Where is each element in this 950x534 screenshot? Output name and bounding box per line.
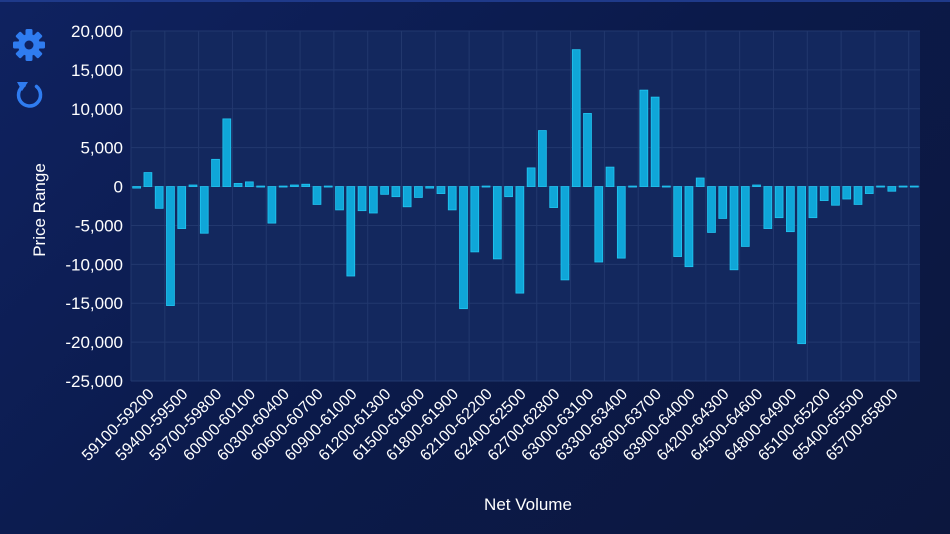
bar [808,186,818,219]
bar [887,186,897,192]
bar [132,186,141,189]
bar [290,184,299,187]
reset-button[interactable] [12,78,46,112]
settings-button[interactable] [12,28,46,62]
bar [504,186,513,198]
bar [233,183,243,187]
bar [245,181,254,187]
bar [695,177,705,187]
bar [323,185,333,188]
y-axis-label: Price Range [30,163,49,257]
bar [278,185,288,188]
bar [707,186,716,233]
bar [402,186,412,208]
bar [819,186,829,201]
bar [774,186,784,219]
x-axis-ticks: 59100-5920059400-5950059700-5980060000-6… [79,386,902,465]
bar [797,186,806,345]
y-tick-label: -20,000 [65,333,123,352]
bar [481,185,491,188]
gear-icon [13,29,45,61]
bar [910,185,919,188]
bar [763,186,773,229]
bar [549,186,559,208]
bar [211,158,220,187]
bar [143,172,153,187]
bar [301,183,311,187]
bar [357,186,367,212]
grid-lines [130,30,920,382]
bar [718,186,728,219]
y-tick-label: -5,000 [75,216,123,235]
bar [786,186,795,233]
bar [177,186,187,229]
bar [650,96,660,187]
bar [729,186,739,271]
y-tick-label: -15,000 [65,294,123,313]
bar [898,185,908,188]
x-axis-label: Net Volume [484,495,572,514]
y-tick-label: -10,000 [65,255,123,274]
y-tick-label: 0 [114,178,123,197]
bar [380,186,389,195]
y-tick-label: -25,000 [65,372,123,391]
bar [752,184,761,187]
bar [864,186,874,194]
bar [312,186,322,205]
bar [492,186,502,260]
y-tick-label: 10,000 [71,100,123,119]
bar [436,186,446,194]
bar [515,186,525,294]
bar [470,186,480,253]
bar [199,186,209,234]
y-tick-label: 20,000 [71,22,123,41]
bar [842,186,852,200]
bar [831,186,840,206]
bar [853,186,863,205]
bar [346,186,356,277]
bar [368,186,378,214]
bar [447,186,457,211]
refresh-icon [16,82,43,108]
bar [605,166,615,187]
bar [222,118,232,187]
bar [267,186,277,224]
bar [628,185,637,188]
bar [583,113,592,187]
bar [639,89,649,187]
bars [132,49,919,345]
bar [740,186,750,247]
bar [684,186,694,268]
bar [673,186,683,257]
bar [166,186,175,306]
bar [538,130,547,187]
y-tick-label: 5,000 [80,139,123,158]
y-tick-label: 15,000 [71,61,123,80]
bar [335,186,344,211]
bar [616,186,626,259]
y-axis-ticks: 20,000 15,000 10,000 5,000 0 -5,000 -10,000 -15… [65,22,123,391]
bar [459,186,468,310]
bar [571,49,581,187]
bar [414,186,423,198]
bar [391,186,401,198]
bar [425,186,435,189]
bar [154,186,164,209]
bar [594,186,604,263]
bar [188,184,198,187]
bar [662,185,671,188]
bar [560,186,570,281]
bar [256,185,265,188]
bar [526,167,536,187]
bar [876,185,885,188]
top-border [0,0,950,2]
